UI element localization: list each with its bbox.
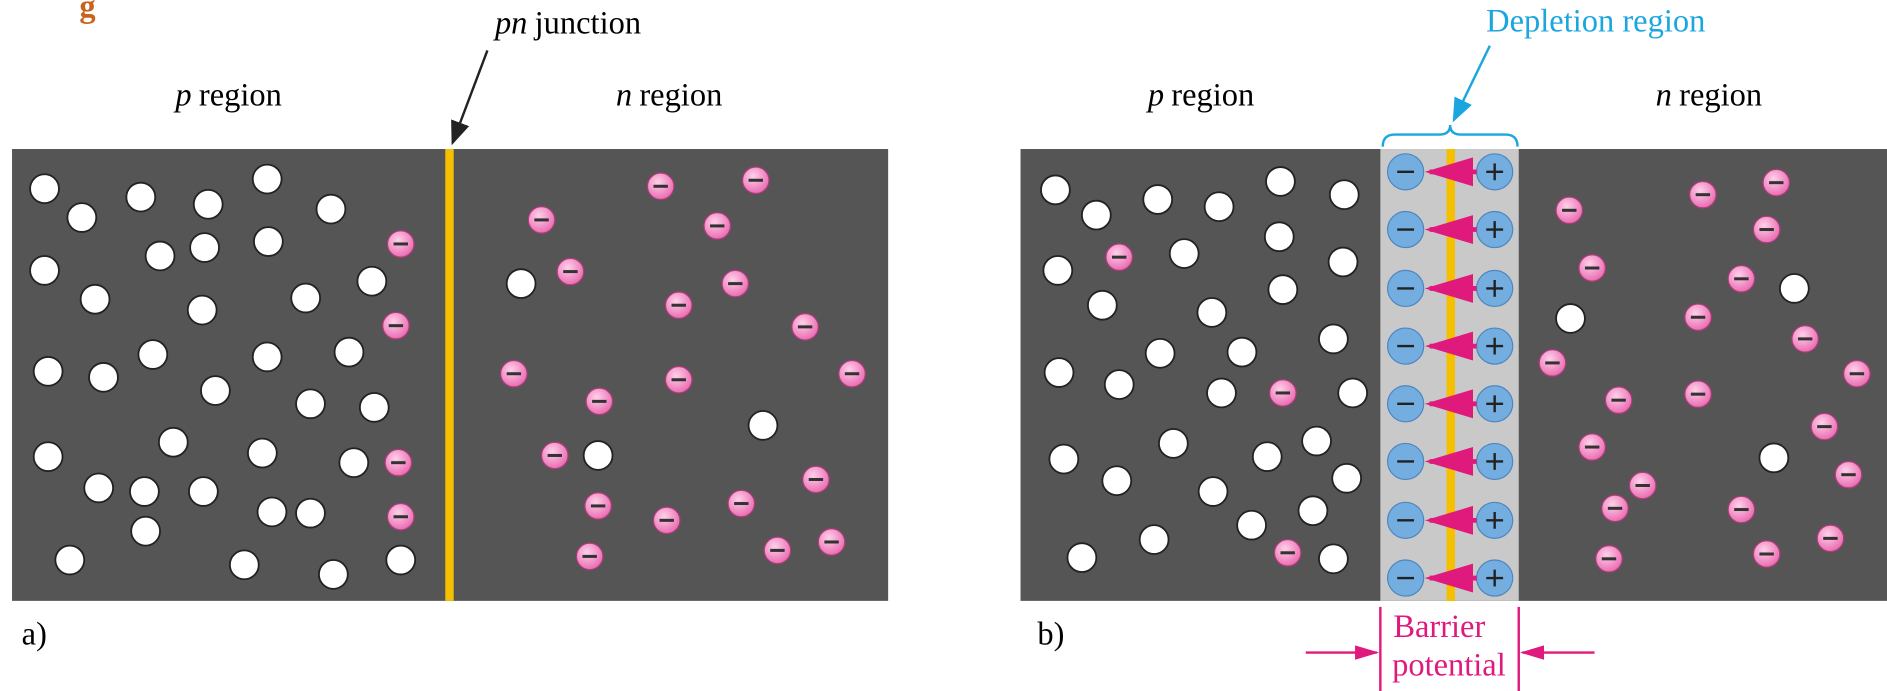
hole (230, 550, 259, 579)
depletion-brace (1383, 125, 1518, 147)
hole (248, 439, 277, 468)
hole (386, 546, 415, 575)
hole (254, 227, 283, 256)
hole (360, 393, 389, 422)
hole (1140, 525, 1169, 554)
hole (1299, 496, 1328, 525)
hole (1759, 443, 1788, 472)
hole (1159, 429, 1188, 458)
hole (339, 448, 368, 477)
hole (188, 296, 217, 325)
hole (1253, 442, 1282, 471)
hole (1067, 543, 1096, 572)
hole (189, 477, 218, 506)
heading-fragment: g (79, 0, 95, 25)
hole (253, 165, 282, 194)
hole (34, 442, 63, 471)
hole (1088, 291, 1117, 320)
hole (130, 477, 159, 506)
hole (1082, 201, 1111, 230)
depletion-arrow (1454, 46, 1490, 121)
hole (1302, 427, 1331, 456)
hole (1049, 445, 1078, 474)
hole (357, 267, 386, 296)
hole (1268, 275, 1297, 304)
hole (34, 357, 63, 386)
hole (1332, 464, 1361, 493)
hole (1043, 256, 1072, 285)
hole (1105, 370, 1134, 399)
hole (1205, 192, 1234, 221)
hole (30, 174, 59, 203)
hole (1556, 304, 1585, 333)
hole (749, 411, 778, 440)
hole (1207, 379, 1236, 408)
hole (296, 499, 325, 528)
hole (335, 338, 364, 367)
hole (194, 190, 223, 219)
hole (584, 441, 613, 470)
hole (146, 242, 175, 271)
junction-line (445, 149, 453, 601)
hole (1319, 324, 1348, 353)
hole (1041, 175, 1070, 204)
hole (258, 498, 287, 527)
hole (126, 183, 155, 212)
hole (317, 195, 346, 224)
hole (89, 363, 118, 392)
hole (1329, 248, 1358, 277)
hole (319, 560, 348, 589)
hole (1319, 544, 1348, 573)
junction-arrow (452, 50, 487, 143)
hole (1102, 466, 1131, 495)
hole (296, 389, 325, 418)
hole (1338, 379, 1367, 408)
hole (291, 284, 320, 313)
hole (1045, 358, 1074, 387)
hole (253, 342, 282, 371)
barrier-label: potential (1392, 648, 1506, 684)
hole (30, 256, 59, 285)
hole (507, 269, 536, 298)
hole (1228, 338, 1257, 367)
hole (55, 546, 84, 575)
hole (1170, 239, 1199, 268)
hole (138, 340, 167, 369)
hole (159, 428, 188, 457)
hole (67, 203, 96, 232)
hole (1146, 339, 1175, 368)
hole (84, 473, 113, 502)
hole (1237, 511, 1266, 540)
depletion-label: Depletion region (1486, 4, 1705, 40)
hole (1780, 274, 1809, 303)
hole (131, 517, 160, 546)
hole (1265, 222, 1294, 251)
hole (201, 376, 230, 405)
hole (81, 285, 110, 314)
panel-label: a) (22, 616, 47, 652)
hole (190, 233, 219, 262)
hole (1197, 298, 1226, 327)
hole (1143, 185, 1172, 214)
junction-line (1447, 149, 1455, 601)
figure: g pnjunction pregion nregion a) Depletio… (0, 0, 1887, 691)
panel-label: b) (1037, 616, 1064, 652)
hole (1266, 167, 1295, 196)
hole (1199, 477, 1228, 506)
hole (1330, 180, 1359, 209)
barrier-label: Barrier (1393, 609, 1485, 645)
